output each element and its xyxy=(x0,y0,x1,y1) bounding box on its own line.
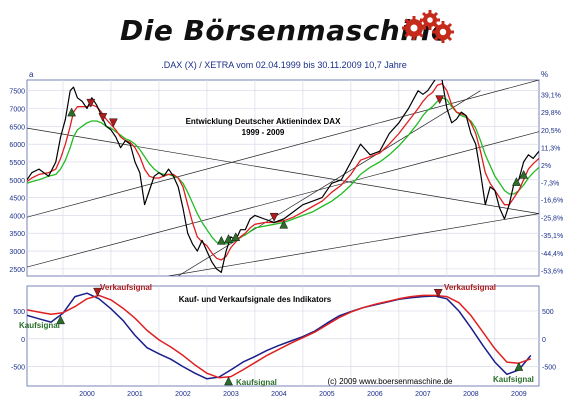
upper-right-tick-label: -16,6% xyxy=(541,198,563,205)
upper-right-tick-label: -25,8% xyxy=(541,216,563,223)
lower-y-tick-label: 500 xyxy=(13,309,25,316)
chart-subtitle: .DAX (X) / XETRA vom 02.04.1999 bis 30.1… xyxy=(161,60,407,70)
trend-line xyxy=(27,80,539,218)
buy-signal-marker xyxy=(279,219,289,229)
lower-y-tick-label: -500 xyxy=(11,365,25,372)
sell-signal-marker xyxy=(435,95,445,105)
upper-y-tick-label: 7500 xyxy=(9,89,25,96)
x-tick-label: 2005 xyxy=(319,391,335,398)
brand-title: Die Börsenmaschine xyxy=(120,14,451,47)
lower-right-tick-label: 500 xyxy=(542,309,554,316)
signal-label-3: Kaufsignal xyxy=(236,378,277,387)
sell-signal-marker xyxy=(269,212,279,222)
upper-right-tick-label: -7,3% xyxy=(541,180,559,187)
lower-annotation: Kauf- und Verkaufsignale des Indikators xyxy=(179,295,332,304)
x-tick-label: 2007 xyxy=(415,391,431,398)
upper-right-tick-label: 20,5% xyxy=(541,128,561,135)
upper-y-tick-label: 5000 xyxy=(9,178,25,185)
sell-signal-marker xyxy=(98,113,108,122)
sell-signal-marker xyxy=(108,118,118,128)
lower-right-tick-label: -500 xyxy=(542,365,556,372)
signal-label-4: Verkaufsignal xyxy=(444,283,496,292)
upper-y-tick-label: 2500 xyxy=(9,267,25,274)
sell-signal-marker xyxy=(93,287,102,297)
upper-plot-area xyxy=(26,79,540,277)
buy-signal-marker xyxy=(514,361,524,371)
upper-right-tick-label: -53,6% xyxy=(541,268,563,275)
x-tick-label: 2004 xyxy=(271,391,287,398)
upper-y-tick-label: 6500 xyxy=(9,124,25,131)
upper-right-tick-label: -35,1% xyxy=(541,233,563,240)
lower-y-tick-label: 0 xyxy=(21,337,25,344)
upper-y-tick-label: 4500 xyxy=(9,196,25,203)
x-tick-label: 2008 xyxy=(463,391,479,398)
gears-logo-icon xyxy=(402,10,454,43)
upper-corner-left: a xyxy=(29,70,34,79)
trend-line xyxy=(27,127,539,214)
buy-signal-marker xyxy=(216,235,226,245)
buy-signal-marker xyxy=(519,169,529,179)
upper-y-tick-label: 4000 xyxy=(9,213,25,220)
upper-y-tick-label: 3500 xyxy=(9,231,25,238)
x-tick-label: 2001 xyxy=(127,391,143,398)
lower-series xyxy=(27,292,532,380)
upper-right-tick-label: 29,8% xyxy=(541,110,561,117)
x-tick-label: 2003 xyxy=(223,391,239,398)
sell-signal-marker xyxy=(86,98,96,108)
upper-y-tick-label: 7000 xyxy=(9,107,25,114)
upper-annotation-title: Entwicklung Deutscher Aktienindex DAX xyxy=(186,117,342,126)
signal-markers xyxy=(56,95,529,386)
upper-corner-right: % xyxy=(541,70,548,79)
upper-grid xyxy=(27,80,539,276)
upper-y-tick-label: 3000 xyxy=(9,249,25,256)
signal-label-1: Kaufsignal xyxy=(19,321,60,330)
upper-right-tick-label: 11,3% xyxy=(541,145,560,152)
buy-signal-marker xyxy=(56,315,65,325)
upper-right-tick-label: 2% xyxy=(541,163,551,170)
x-tick-label: 2002 xyxy=(175,391,191,398)
upper-y-tick-label: 6000 xyxy=(9,142,25,149)
series-osc-fast xyxy=(27,292,532,380)
buy-signal-marker xyxy=(512,177,521,186)
chart-frame xyxy=(26,79,540,387)
buy-signal-marker xyxy=(231,232,241,242)
trend-line xyxy=(27,131,539,268)
series-osc-slow xyxy=(27,294,532,379)
upper-right-tick-label: 39,1% xyxy=(541,93,561,100)
sell-signal-marker xyxy=(433,288,443,298)
signal-label-2: Verkaufsignal xyxy=(100,283,152,292)
upper-right-tick-label: -44,4% xyxy=(541,251,563,258)
lower-plot-area xyxy=(26,285,540,387)
upper-y-tick-label: 5500 xyxy=(9,160,25,167)
x-tick-label: 2006 xyxy=(367,391,383,398)
brand-header: Die Börsenmaschine xyxy=(0,0,568,56)
x-tick-label: 2000 xyxy=(79,391,95,398)
x-tick-label: 2009 xyxy=(511,391,527,398)
buy-signal-marker xyxy=(67,107,77,117)
signal-label-5: Kaufsignal xyxy=(493,375,534,384)
copyright-text: (c) 2009 www.boersenmaschine.de xyxy=(328,377,454,386)
trend-line xyxy=(168,213,539,276)
axis-labels: 2500300035004000450050005500600065007000… xyxy=(9,89,563,398)
series-price xyxy=(27,80,539,273)
upper-annotation-years: 1999 - 2009 xyxy=(242,128,285,137)
buy-signal-marker xyxy=(224,234,233,243)
buy-signal-marker xyxy=(224,376,233,386)
lower-right-tick-label: 0 xyxy=(542,337,546,344)
